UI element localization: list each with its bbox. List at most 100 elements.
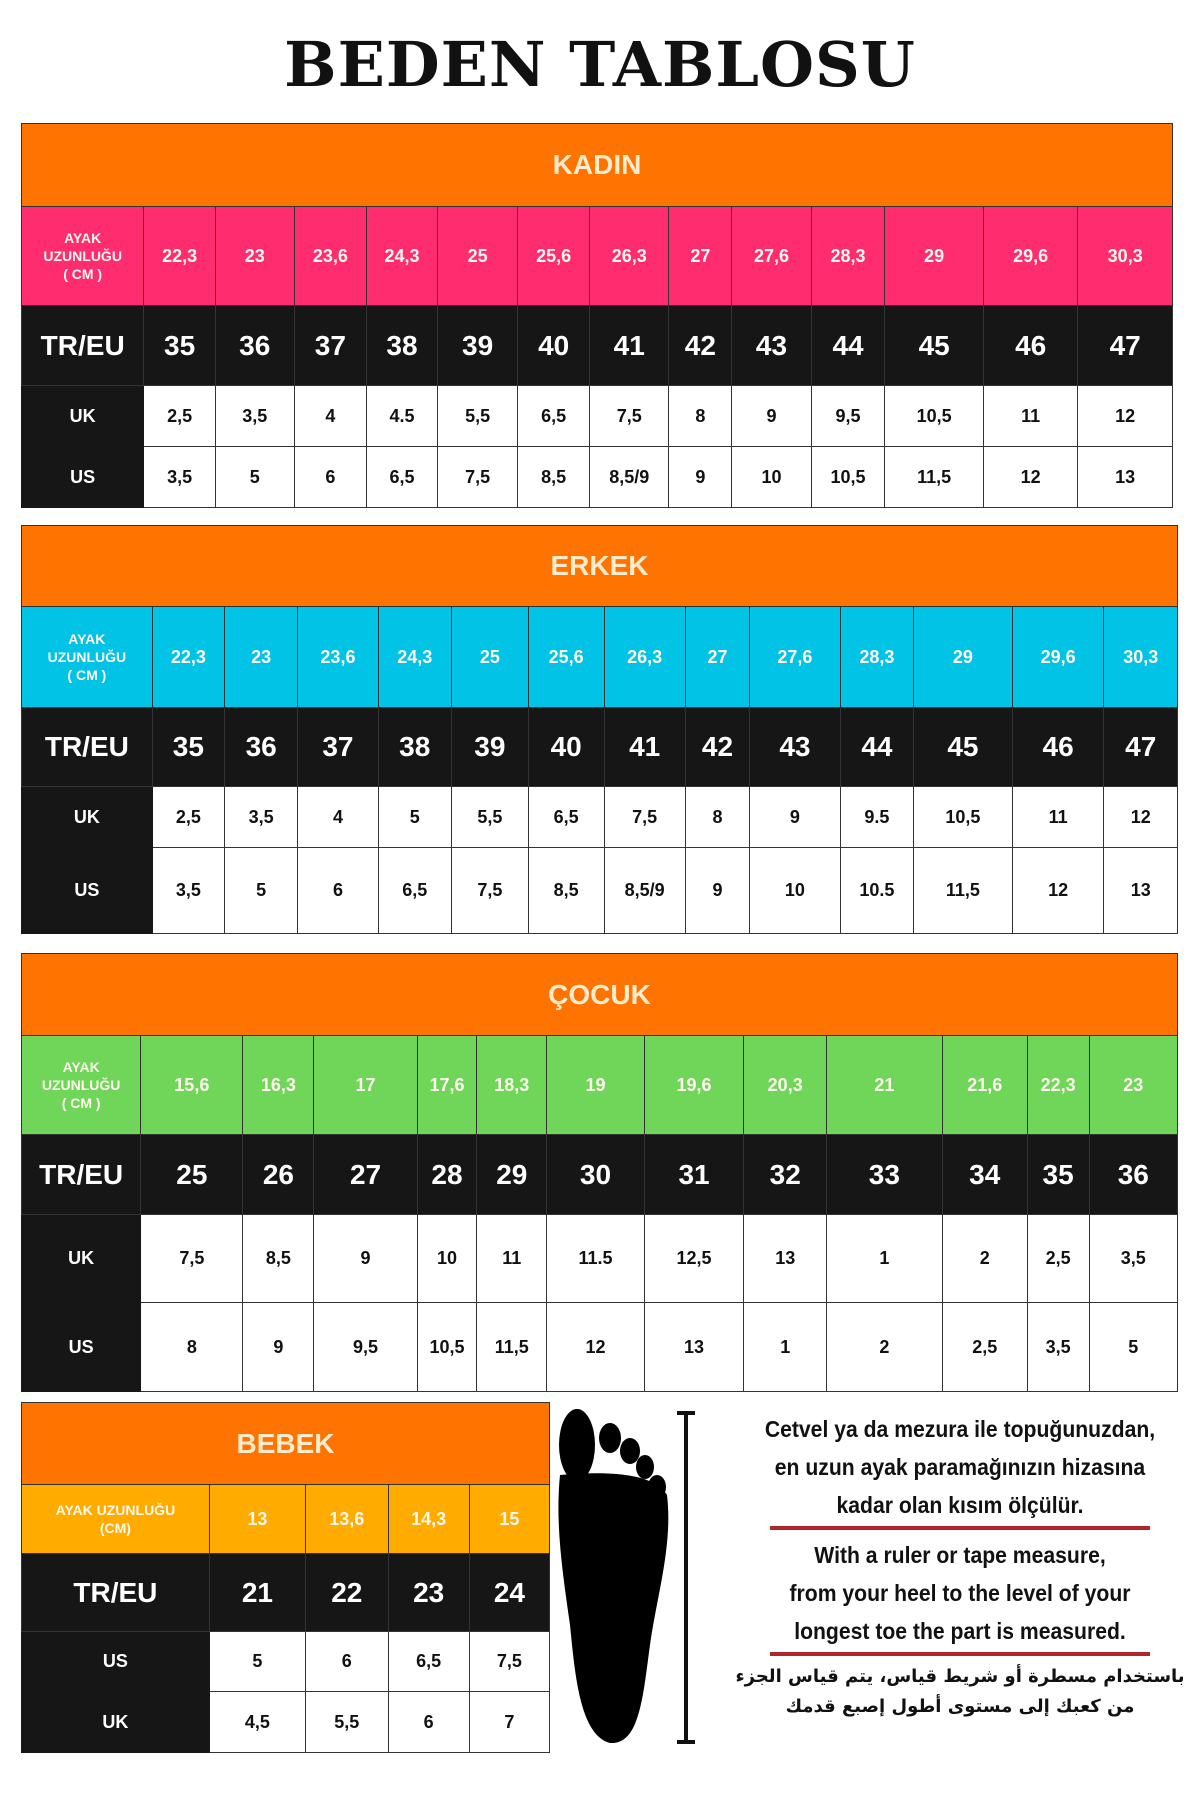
length-cell: 13 (208, 1484, 307, 1554)
tr-eu-cell: 30 (546, 1134, 645, 1215)
tr-eu-label: TR/EU (21, 1553, 210, 1632)
tr-eu-cell: 35 (143, 305, 216, 386)
length-cell: 29 (913, 606, 1013, 708)
tr-eu-cell: 35 (151, 707, 225, 787)
us-cell: 10,5 (810, 446, 886, 508)
length-cell: 25 (450, 606, 529, 708)
uk-cell: 12,5 (643, 1214, 745, 1303)
uk-cell: 9 (731, 385, 812, 447)
length-cell: 23,6 (297, 606, 379, 708)
length-cell: 27,6 (749, 606, 841, 708)
tr-eu-cell: 44 (810, 305, 886, 386)
uk-cell: 2,5 (1026, 1214, 1090, 1303)
tr-eu-cell: 35 (1026, 1134, 1090, 1215)
baby-section-title: BEBEK (21, 1402, 550, 1485)
length-cell: 17 (313, 1035, 418, 1135)
page-title: BEDEN TABLOSU (284, 28, 916, 101)
tr-eu-cell: 36 (214, 305, 295, 386)
length-cell: 17,6 (416, 1035, 478, 1135)
uk-cell: 11 (982, 385, 1079, 447)
tr-eu-cell: 43 (749, 707, 841, 787)
uk-cell: 5,5 (450, 786, 529, 848)
tr-eu-cell: 40 (527, 707, 605, 787)
tr-eu-cell: 33 (825, 1134, 943, 1215)
tr-eu-cell: 32 (743, 1134, 827, 1215)
length-cell: 25,6 (517, 206, 590, 306)
tr-eu-row: TR/EU 35 36 37 38 39 40 41 42 43 44 45 46 47 (21, 707, 1178, 787)
us-cell: 5 (1088, 1302, 1179, 1392)
length-cell: 22,3 (1026, 1035, 1090, 1135)
tr-eu-cell: 47 (1103, 707, 1178, 787)
us-label: US (21, 847, 153, 934)
length-cell: 24,3 (377, 606, 452, 708)
tr-eu-cell: 42 (684, 707, 751, 787)
uk-cell: 4 (293, 385, 368, 447)
instruction-tr-line: kadar olan kısım ölçülür. (836, 1492, 1084, 1518)
instruction-en-line: longest toe the part is measured. (794, 1618, 1126, 1644)
length-label: AYAK UZUNLUĞU (CM) (21, 1484, 210, 1554)
length-row: AYAK UZUNLUĞU ( CM ) 22,3 23 23,6 24,3 25 25,6… (20, 206, 1173, 306)
women-section-title: KADIN (21, 123, 1173, 207)
length-cell: 15,6 (140, 1035, 244, 1135)
length-cell: 30,3 (1077, 206, 1173, 306)
uk-label: UK (21, 786, 153, 848)
us-cell: 5 (208, 1631, 307, 1692)
tr-eu-cell: 36 (223, 707, 299, 787)
us-cell: 6 (305, 1631, 389, 1692)
length-cell: 21 (825, 1035, 943, 1135)
us-cell: 3,5 (1026, 1302, 1090, 1392)
us-row: US 3,5 5 6 6,5 7,5 8,5 8,5/9 9 10 10,5 11,5 12 13 (20, 446, 1173, 508)
us-cell: 13 (1077, 446, 1173, 508)
tr-eu-cell: 29 (476, 1134, 548, 1215)
uk-cell: 7,5 (140, 1214, 244, 1303)
baby-size-table: BEBEK AYAK UZUNLUĞU (CM) 13 13,6 14,3 15 TR/EU… (21, 1402, 551, 1753)
tr-eu-cell: 46 (982, 305, 1079, 386)
length-cell: 28,3 (839, 606, 915, 708)
length-cell: 27,6 (731, 206, 812, 306)
length-cell: 23 (223, 606, 299, 708)
tr-eu-cell: 41 (588, 305, 670, 386)
tr-eu-cell: 40 (517, 305, 590, 386)
uk-cell: 10 (416, 1214, 478, 1303)
uk-cell: 6,5 (517, 385, 590, 447)
instruction-ar-line: باستخدام مسطرة أو شريط قياس، يتم قياس ال… (735, 1666, 1185, 1687)
uk-cell: 10,5 (884, 385, 984, 447)
instruction-tr-line: Cetvel ya da mezura ile topuğunuzdan, (764, 1416, 1156, 1442)
us-cell: 3,5 (143, 446, 216, 508)
tr-eu-cell: 45 (913, 707, 1013, 787)
uk-cell: 7,5 (603, 786, 686, 848)
uk-cell: 9 (749, 786, 841, 848)
length-label: AYAK UZUNLUĞU ( CM ) (20, 206, 145, 306)
us-row: US 3,5 5 6 6,5 7,5 8,5 8,5/9 9 10 10.5 11,5 12 13 (21, 847, 1178, 934)
us-cell: 5 (214, 446, 295, 508)
women-size-table: KADIN AYAK UZUNLUĞU ( CM ) 22,3 23 23,6 24,3 2… (20, 123, 1173, 508)
tr-eu-cell: 23 (387, 1553, 470, 1632)
us-cell: 11,5 (476, 1302, 548, 1392)
length-cell: 16,3 (242, 1035, 315, 1135)
us-row: US 5 6 6,5 7,5 (21, 1631, 551, 1692)
us-cell: 12 (1011, 847, 1105, 934)
us-cell: 2,5 (941, 1302, 1028, 1392)
instruction-en-line: With a ruler or tape measure, (814, 1542, 1106, 1568)
uk-cell: 7,5 (588, 385, 670, 447)
us-cell: 8,5/9 (603, 847, 686, 934)
tr-eu-cell: 37 (297, 707, 379, 787)
us-label: US (21, 1631, 210, 1692)
length-cell: 26,3 (603, 606, 686, 708)
length-cell: 19 (546, 1035, 645, 1135)
tr-eu-cell: 21 (208, 1553, 307, 1632)
uk-cell: 12 (1077, 385, 1173, 447)
uk-row: UK 4,5 5,5 6 7 (21, 1691, 551, 1753)
tr-eu-cell: 27 (313, 1134, 418, 1215)
us-cell: 12 (982, 446, 1079, 508)
instruction-ar-line: من كعبك إلى مستوى أطول إصبع قدمك (785, 1696, 1135, 1717)
uk-cell: 1 (825, 1214, 943, 1303)
uk-label: UK (20, 385, 145, 447)
us-cell: 6,5 (366, 446, 438, 508)
length-cell: 27 (668, 206, 733, 306)
us-cell: 6 (293, 446, 368, 508)
divider (770, 1526, 1150, 1530)
tr-eu-cell: 39 (450, 707, 529, 787)
length-cell: 19,6 (643, 1035, 745, 1135)
uk-cell: 8 (668, 385, 733, 447)
